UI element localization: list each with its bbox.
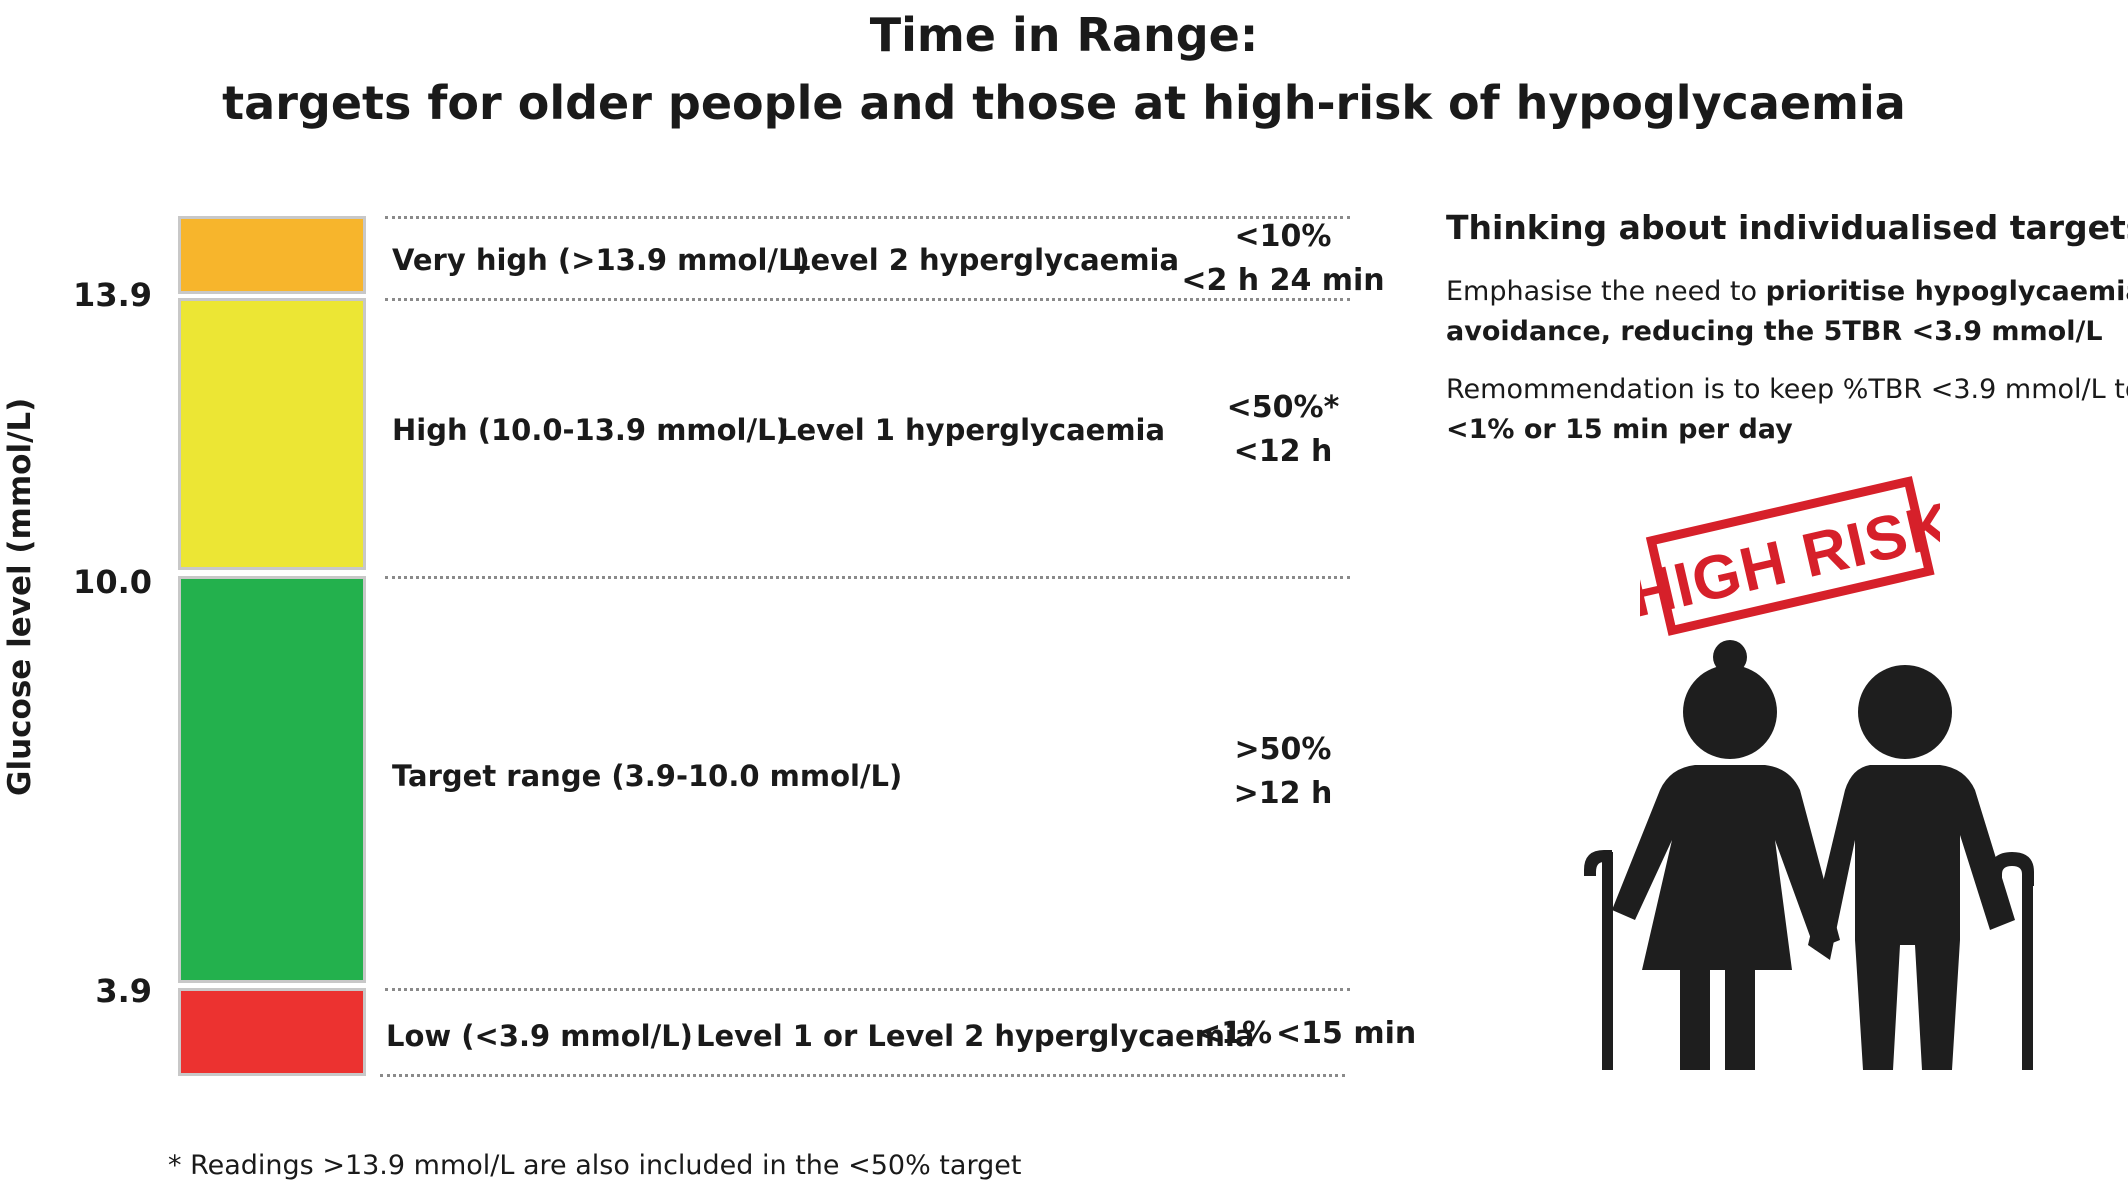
divider-bottom — [380, 1074, 1345, 1077]
low-percent: <1% — [1196, 1016, 1273, 1051]
target-percent: >50% — [1234, 732, 1332, 767]
side-heading: Thinking about individualised targets — [1446, 208, 2128, 247]
y-axis-label: Glucose level (mmol/L) — [2, 397, 38, 796]
very-high-time: <2 h 24 min — [1181, 263, 1385, 298]
elderly-couple-with-canes-icon — [1584, 640, 2034, 1070]
very-high-range-label: Very high (>13.9 mmol/L) — [392, 243, 810, 277]
very-high-level-label: Level 2 hyperglycaemia — [792, 243, 1180, 277]
side-paragraph-2: Remommendation is to keep %TBR <3.9 mmol… — [1446, 370, 2128, 450]
divider-10-0 — [385, 576, 1350, 579]
tick-13-9: 13.9 — [73, 276, 152, 314]
stamp-border — [1645, 476, 1935, 636]
tick-3-9: 3.9 — [95, 972, 152, 1010]
side-p2-prefix: Remommendation is to keep %TBR <3.9 mmol… — [1446, 374, 2128, 405]
low-level-label: Level 1 or Level 2 hyperglycaemia — [696, 1019, 1255, 1053]
side-p2-bold: <1% or 15 min per day — [1446, 414, 1793, 445]
side-p1-bold: prioritise hypoglycaemia avoidance, redu… — [1446, 276, 2128, 347]
tick-10-0: 10.0 — [73, 563, 152, 601]
target-range-label: Target range (3.9-10.0 mmol/L) — [392, 759, 903, 793]
band-target — [178, 576, 366, 983]
divider-top — [385, 216, 1350, 219]
low-range-label: Low (<3.9 mmol/L) — [386, 1019, 693, 1053]
band-low — [178, 988, 366, 1076]
footnote: * Readings >13.9 mmol/L are also include… — [168, 1150, 1022, 1181]
title-line-1: Time in Range: — [869, 8, 1259, 62]
side-paragraph-1: Emphasise the need to prioritise hypogly… — [1446, 272, 2128, 352]
title-line-2: targets for older people and those at hi… — [222, 76, 1906, 130]
high-level-label: Level 1 hyperglycaemia — [778, 413, 1166, 447]
high-range-label: High (10.0-13.9 mmol/L) — [392, 413, 789, 447]
very-high-percent: <10% — [1234, 219, 1332, 254]
high-percent: <50%* — [1226, 390, 1340, 425]
high-risk-stamp: HIGH RISK — [1640, 476, 1940, 636]
band-high — [178, 298, 366, 570]
divider-3-9 — [385, 988, 1350, 991]
side-p1-prefix: Emphasise the need to — [1446, 276, 1766, 307]
low-time: <15 min — [1276, 1016, 1417, 1051]
divider-13-9 — [385, 298, 1350, 301]
band-very-high — [178, 216, 366, 294]
target-time: >12 h — [1233, 776, 1333, 811]
high-time: <12 h — [1233, 434, 1333, 469]
